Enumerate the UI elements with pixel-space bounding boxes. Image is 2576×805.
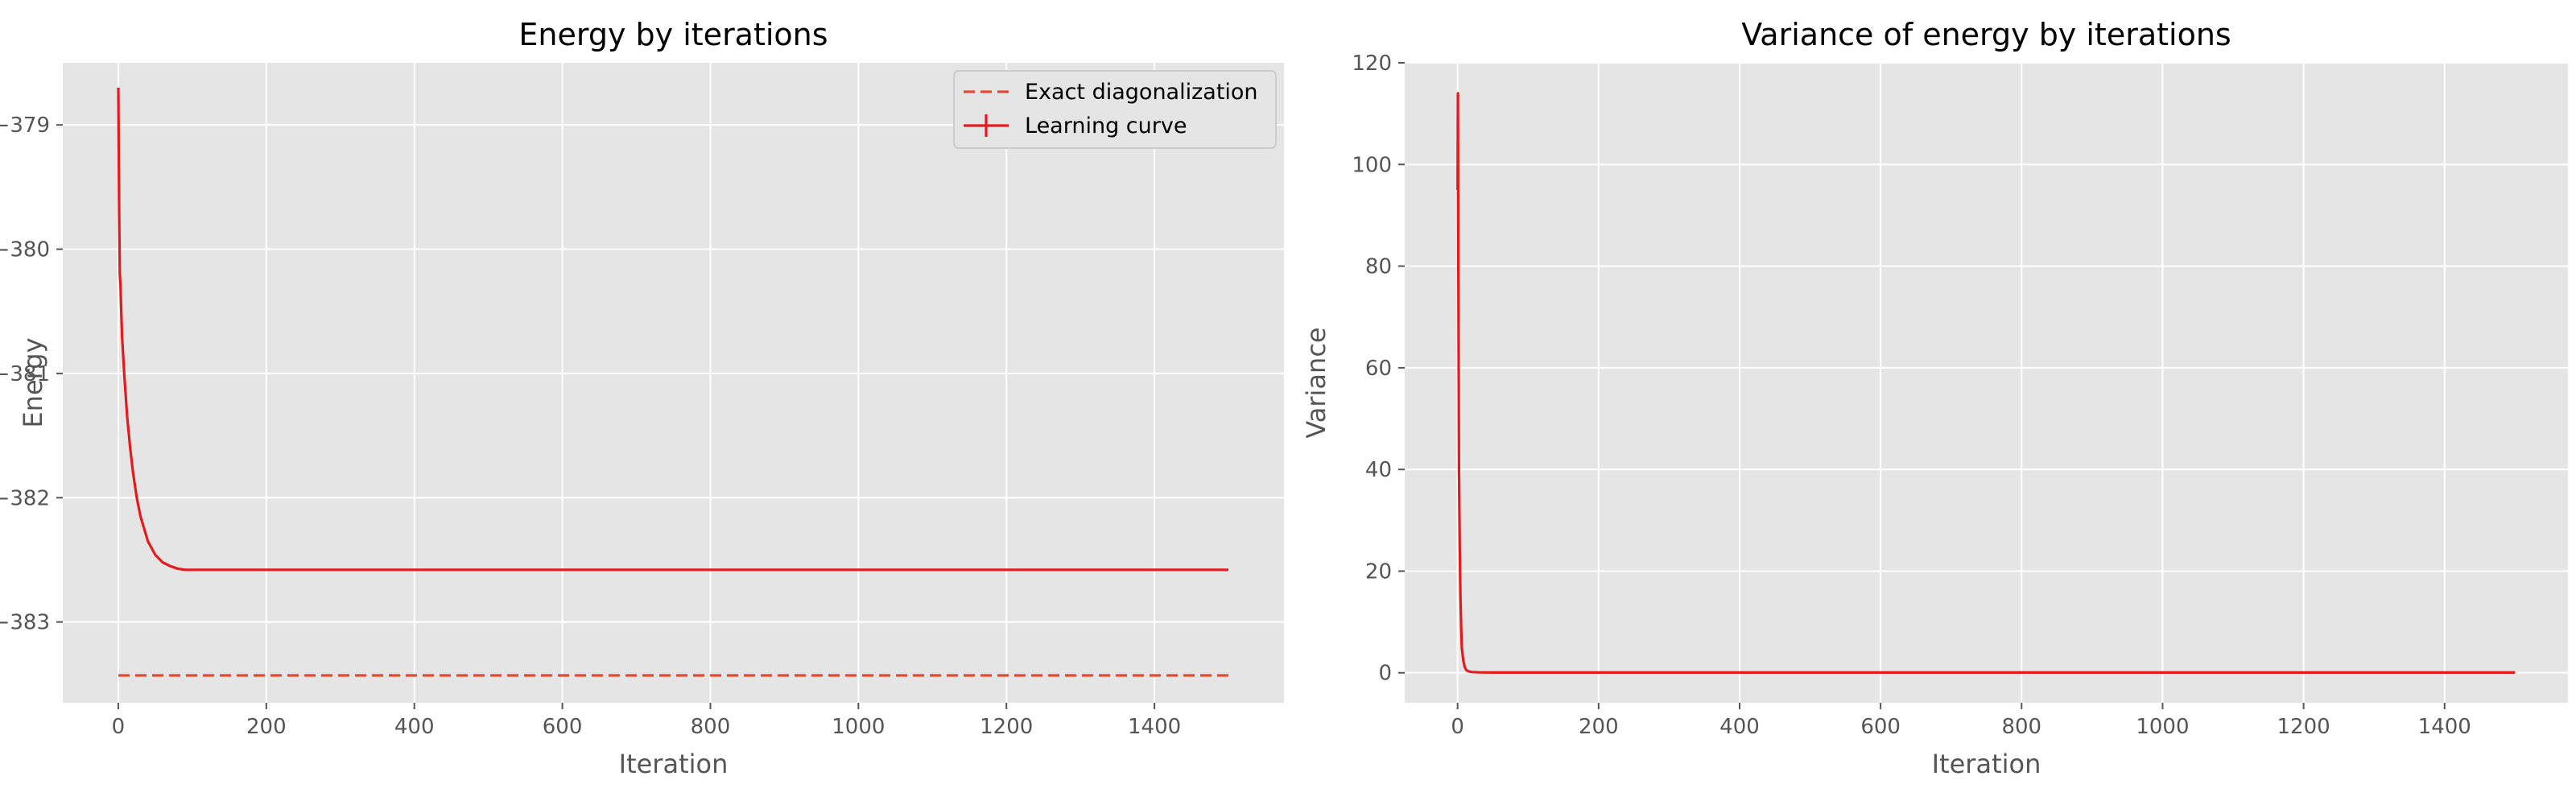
x-tick-label: 600 bbox=[1860, 715, 1901, 739]
y-tick-label: 80 bbox=[1365, 255, 1392, 279]
y-tick-label: 0 bbox=[1378, 662, 1392, 686]
y-tick-label: 100 bbox=[1352, 153, 1392, 177]
x-tick-label: 200 bbox=[1579, 715, 1619, 739]
x-tick-label: 1400 bbox=[1128, 715, 1181, 739]
y-tick-label: −380 bbox=[0, 238, 50, 262]
x-tick-label: 200 bbox=[246, 715, 287, 739]
x-tick-label: 1200 bbox=[2277, 715, 2330, 739]
x-tick-label: 800 bbox=[691, 715, 731, 739]
y-tick-label: 60 bbox=[1365, 357, 1392, 381]
y-tick-label: 40 bbox=[1365, 458, 1392, 482]
y-tick-label: −379 bbox=[0, 114, 50, 138]
legend-label: Learning curve bbox=[1025, 114, 1187, 138]
x-tick-label: 1000 bbox=[2136, 715, 2189, 739]
y-tick-label: −382 bbox=[0, 486, 50, 510]
x-tick-label: 400 bbox=[394, 715, 435, 739]
chart-title: Variance of energy by iterations bbox=[1741, 17, 2231, 52]
x-tick-label: 600 bbox=[543, 715, 583, 739]
x-axis-label: Iteration bbox=[1932, 749, 2041, 779]
legend-label: Exact diagonalization bbox=[1025, 80, 1258, 105]
x-tick-label: 0 bbox=[1451, 715, 1464, 739]
x-axis-label: Iteration bbox=[619, 749, 729, 779]
y-tick-label: 20 bbox=[1365, 559, 1392, 584]
variance-chart: 0 200 400 600 800 1000 1200 1400 0 20 40 60 80 100 120… bbox=[1301, 17, 2568, 779]
legend-box bbox=[953, 70, 1277, 149]
learning-curve-line bbox=[1456, 92, 2516, 675]
x-tick-label: 1000 bbox=[832, 715, 885, 739]
learning-curve-line bbox=[117, 87, 1228, 572]
x-tick-label: 0 bbox=[112, 715, 126, 739]
y-tick-label: 120 bbox=[1352, 52, 1392, 76]
chart-title: Energy by iterations bbox=[518, 17, 828, 52]
y-tick-label: −381 bbox=[0, 362, 50, 386]
x-tick-label: 400 bbox=[1719, 715, 1760, 739]
x-tick-label: 1400 bbox=[2418, 715, 2471, 739]
x-tick-label: 1200 bbox=[980, 715, 1033, 739]
y-tick-label: −383 bbox=[0, 611, 50, 635]
y-axis-label: Variance bbox=[1301, 327, 1331, 438]
energy-chart: 0 200 400 600 800 1000 1200 1400 −383 −382 −381 −38… bbox=[0, 17, 1284, 779]
y-axis-label: Energy bbox=[18, 337, 48, 427]
plot-area bbox=[63, 63, 1284, 703]
plot-area bbox=[1405, 63, 2568, 703]
x-tick-label: 800 bbox=[2001, 715, 2041, 739]
